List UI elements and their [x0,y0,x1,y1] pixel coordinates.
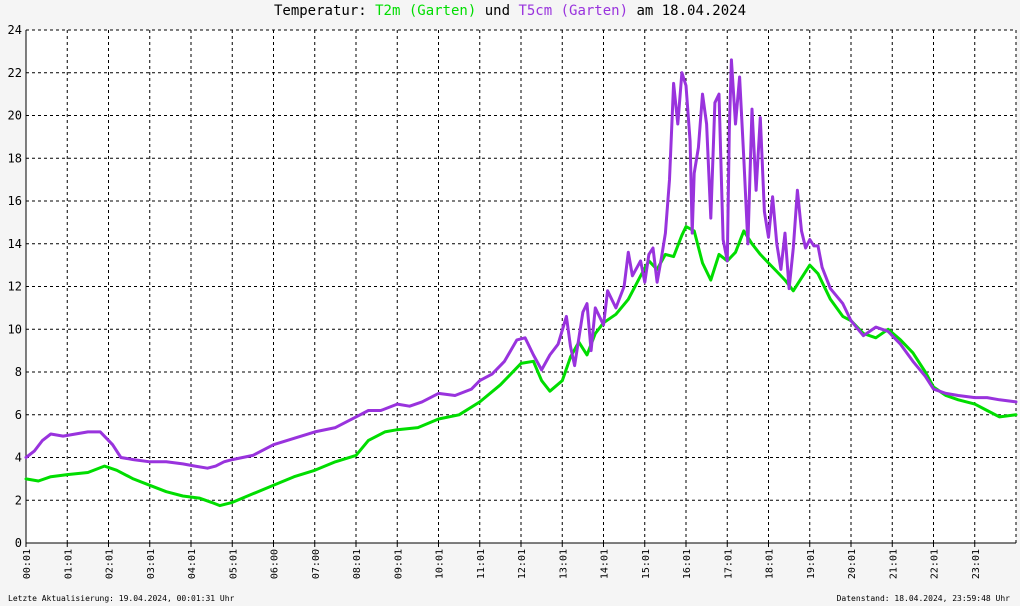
title-series-t5cm: T5cm (Garten) [518,3,629,19]
y-tick-label: 16 [8,194,22,208]
x-tick-label: 14:01 [600,549,611,579]
x-tick-label: 15:01 [641,549,652,579]
x-tick-label: 10:01 [435,549,446,579]
y-tick-label: 20 [8,109,22,123]
x-tick-label: 11:01 [476,549,487,579]
y-tick-label: 6 [15,408,22,422]
x-tick-label: 06:00 [270,549,281,579]
x-tick-label: 12:01 [517,549,528,579]
data-status-text: Datenstand: 18.04.2024, 23:59:48 Uhr [836,594,1010,603]
y-tick-label: 0 [15,536,22,550]
title-suffix: am 18.04.2024 [628,3,747,19]
y-tick-label: 12 [8,280,22,294]
x-tick-label: 03:01 [146,549,157,579]
y-tick-label: 24 [8,23,22,37]
y-tick-label: 4 [15,451,22,465]
x-tick-label: 22:01 [930,549,941,579]
y-tick-label: 2 [15,493,22,507]
x-tick-label: 00:01 [22,549,33,579]
x-tick-label: 04:01 [187,549,198,579]
x-tick-label: 01:01 [63,549,74,579]
x-tick-label: 16:01 [682,549,693,579]
chart-title: Temperatur: T2m (Garten) und T5cm (Garte… [0,3,1020,19]
x-tick-label: 13:01 [558,549,569,579]
x-tick-label: 18:01 [765,549,776,579]
series-line-t5cm [24,58,1018,470]
y-tick-label: 10 [8,322,22,336]
y-tick-label: 22 [8,66,22,80]
x-tick-label: 21:01 [888,549,899,579]
x-tick-label: 08:01 [352,549,363,579]
y-tick-label: 18 [8,151,22,165]
y-tick-label: 14 [8,237,22,251]
x-tick-label: 17:01 [723,549,734,579]
x-tick-label: 23:01 [971,549,982,579]
x-tick-label: 19:01 [806,549,817,579]
y-tick-label: 8 [15,365,22,379]
x-tick-label: 05:01 [228,549,239,579]
x-tick-label: 07:00 [311,549,322,579]
title-middle: und [476,3,519,19]
x-tick-label: 09:01 [393,549,404,579]
x-tick-label: 02:01 [105,549,116,579]
x-tick-label: 20:01 [847,549,858,579]
title-series-t2m: T2m (Garten) [375,3,477,19]
title-prefix: Temperatur: [273,3,376,19]
last-update-text: Letzte Aktualisierung: 19.04.2024, 00:01… [8,594,235,603]
